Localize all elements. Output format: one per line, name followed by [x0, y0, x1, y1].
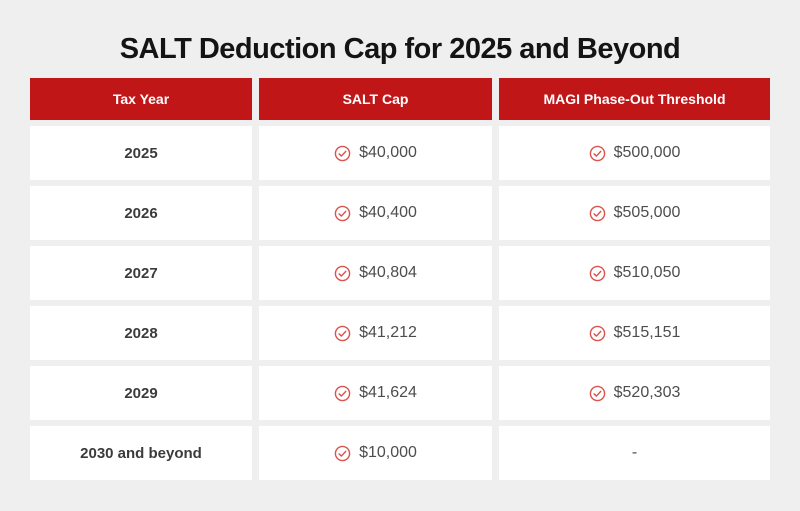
magi-threshold-value: $500,000: [613, 144, 681, 161]
check-circle-icon: [334, 385, 351, 402]
magi-threshold-value: $520,303: [613, 384, 681, 401]
salt-cap-value: $41,212: [359, 324, 417, 341]
magi-threshold-value: $515,151: [613, 324, 681, 341]
check-circle-icon: [334, 265, 351, 282]
check-circle-icon: [589, 385, 606, 402]
year-cell: 2030 and beyond: [30, 426, 252, 480]
magi-threshold-cell: $515,151: [499, 306, 770, 360]
year-cell: 2027: [30, 246, 252, 300]
salt-cap-value: $41,624: [359, 384, 417, 401]
column-header-salt-cap: SALT Cap: [259, 78, 492, 120]
page-title: SALT Deduction Cap for 2025 and Beyond: [119, 33, 681, 65]
magi-threshold-cell: $500,000: [499, 126, 770, 180]
salt-cap-cell: $40,804: [259, 246, 492, 300]
magi-threshold-value: $505,000: [613, 204, 681, 221]
magi-threshold-cell: -: [499, 426, 770, 480]
year-cell: 2028: [30, 306, 252, 360]
magi-threshold-cell: $510,050: [499, 246, 770, 300]
magi-threshold-cell: $505,000: [499, 186, 770, 240]
check-circle-icon: [589, 205, 606, 222]
year-cell: 2026: [30, 186, 252, 240]
column-header-tax-year: Tax Year: [30, 78, 252, 120]
year-label: 2026: [124, 204, 158, 222]
magi-threshold-cell: $520,303: [499, 366, 770, 420]
check-circle-icon: [334, 445, 351, 462]
year-cell: 2029: [30, 366, 252, 420]
salt-cap-cell: $10,000: [259, 426, 492, 480]
salt-cap-value: $40,804: [359, 264, 417, 281]
salt-cap-table: Tax Year SALT Cap MAGI Phase-Out Thresho…: [30, 78, 770, 480]
check-circle-icon: [589, 265, 606, 282]
year-label: 2030 and beyond: [80, 444, 202, 462]
salt-cap-cell: $40,400: [259, 186, 492, 240]
check-circle-icon: [334, 145, 351, 162]
year-cell: 2025: [30, 126, 252, 180]
year-label: 2028: [124, 324, 158, 342]
salt-cap-value: $40,400: [359, 204, 417, 221]
column-header-magi-threshold: MAGI Phase-Out Threshold: [499, 78, 770, 120]
page: SALT Deduction Cap for 2025 and Beyond T…: [30, 33, 770, 480]
salt-cap-value: $10,000: [359, 444, 417, 461]
magi-threshold-value: -: [631, 444, 638, 461]
year-label: 2029: [124, 384, 158, 402]
salt-cap-cell: $41,624: [259, 366, 492, 420]
check-circle-icon: [334, 205, 351, 222]
year-label: 2025: [124, 144, 158, 162]
magi-threshold-value: $510,050: [613, 264, 681, 281]
check-circle-icon: [589, 145, 606, 162]
check-circle-icon: [589, 325, 606, 342]
year-label: 2027: [124, 264, 158, 282]
salt-cap-value: $40,000: [359, 144, 417, 161]
check-circle-icon: [334, 325, 351, 342]
salt-cap-cell: $40,000: [259, 126, 492, 180]
salt-cap-cell: $41,212: [259, 306, 492, 360]
